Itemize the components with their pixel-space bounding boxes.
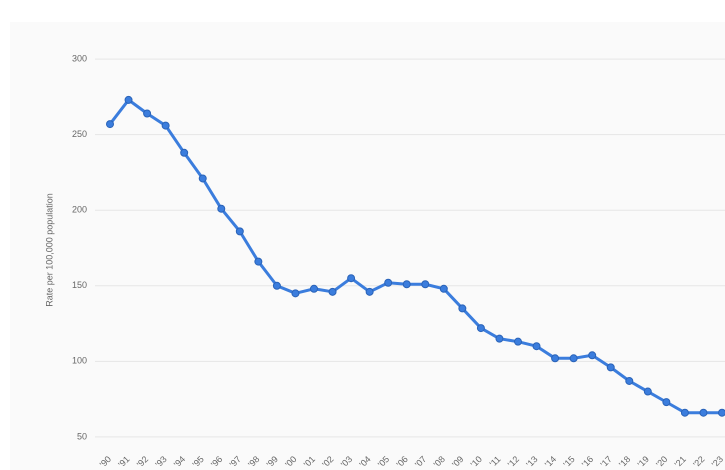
y-axis-label: Rate per 100,000 population [44, 193, 54, 307]
point [291, 289, 300, 298]
point [532, 342, 541, 351]
y-tick-label: 100 [72, 356, 87, 366]
point [662, 398, 671, 407]
point [217, 204, 226, 213]
point [569, 354, 578, 363]
point [310, 284, 318, 293]
point [439, 284, 448, 293]
point [476, 324, 485, 333]
point [551, 354, 560, 363]
point [495, 334, 504, 343]
line [108, 98, 722, 415]
point [643, 387, 652, 396]
point [328, 287, 337, 296]
point [143, 109, 152, 118]
y-tick-label: 300 [72, 53, 87, 63]
y-tick-label: 250 [72, 129, 87, 139]
point [254, 257, 263, 266]
point [402, 280, 411, 289]
y-tick-label: 200 [72, 205, 87, 215]
point [124, 95, 133, 104]
point [514, 337, 522, 346]
point [680, 408, 689, 417]
point [588, 351, 597, 360]
y-tick-label: 150 [72, 280, 87, 290]
point [699, 408, 708, 417]
point [384, 278, 393, 287]
point [272, 281, 281, 290]
point [625, 376, 634, 385]
point [347, 274, 356, 283]
point [458, 304, 467, 313]
point [421, 280, 430, 289]
y-tick-label: 50 [77, 431, 87, 441]
point [198, 174, 207, 183]
point [235, 227, 244, 236]
point [106, 120, 114, 129]
point [365, 287, 374, 296]
point [161, 121, 170, 130]
point [606, 363, 615, 372]
point [718, 408, 725, 417]
plot-background [10, 22, 725, 470]
point [180, 148, 189, 157]
